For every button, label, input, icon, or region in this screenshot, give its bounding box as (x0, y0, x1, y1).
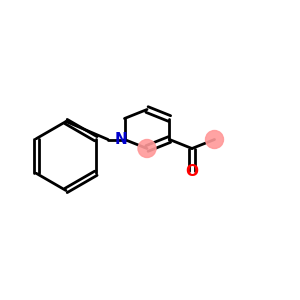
Text: N: N (115, 132, 127, 147)
Circle shape (206, 130, 224, 148)
Text: O: O (185, 164, 199, 178)
Circle shape (138, 140, 156, 158)
